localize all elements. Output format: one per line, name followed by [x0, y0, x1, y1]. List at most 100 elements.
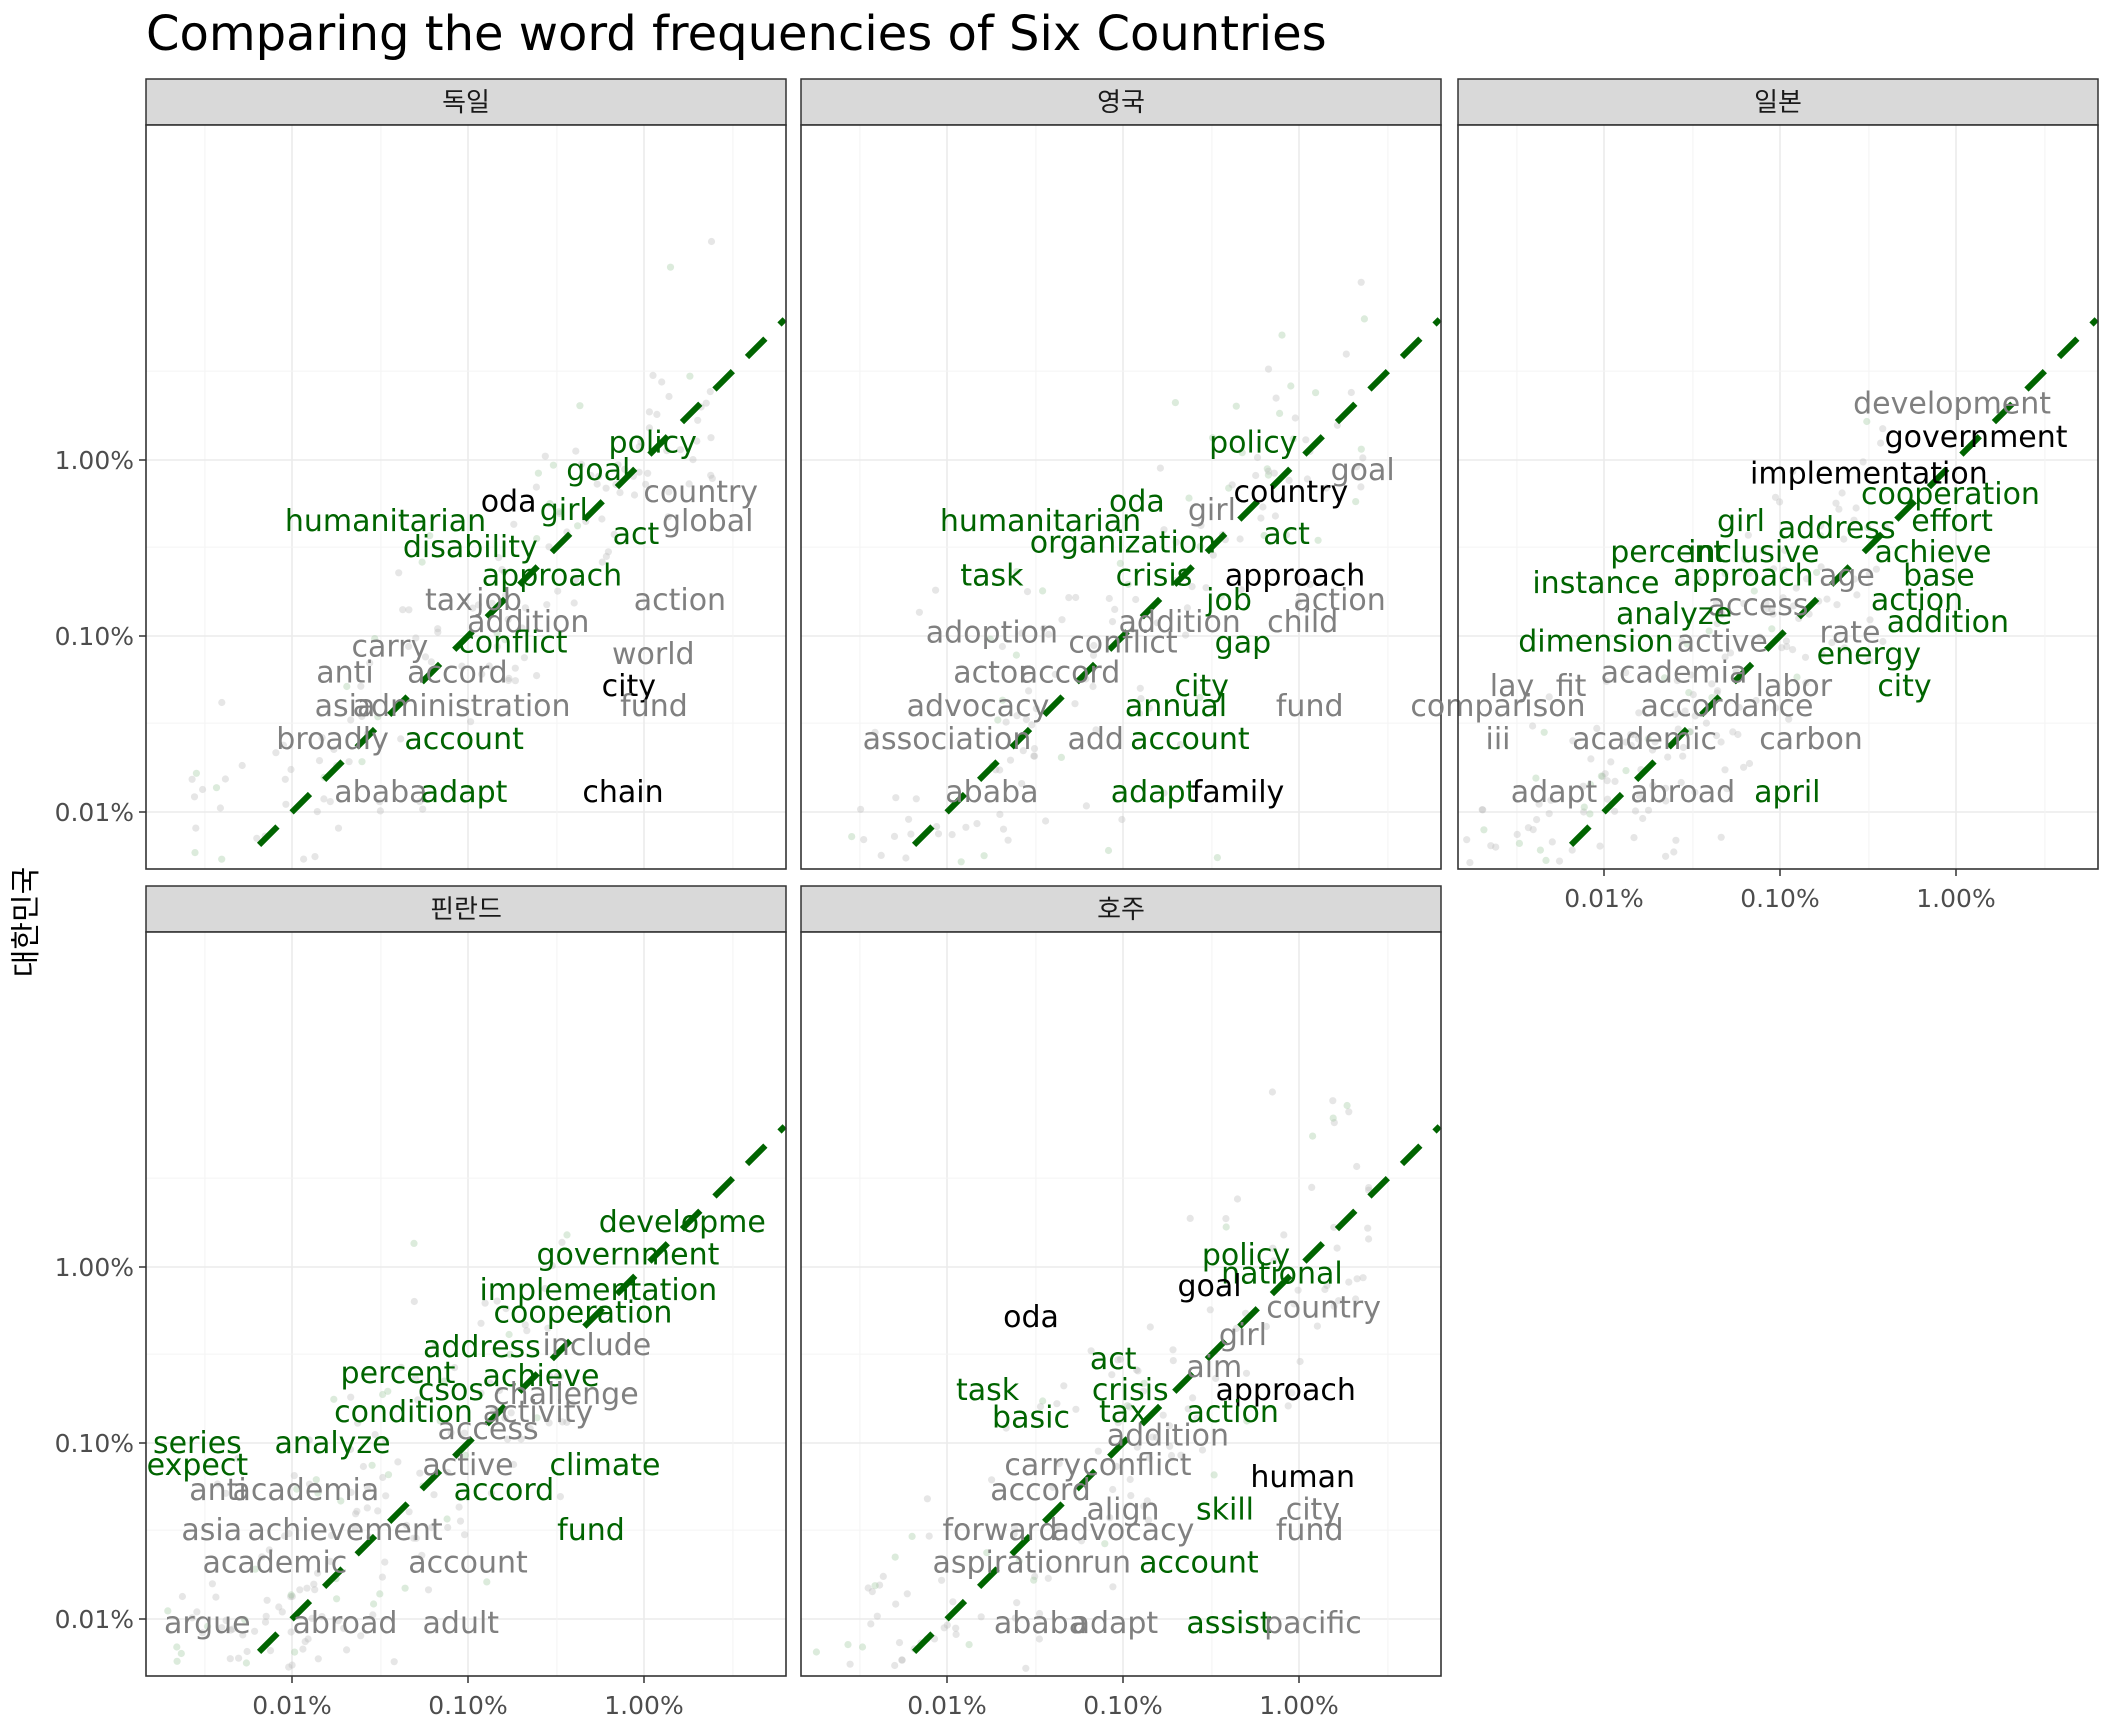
- data-point: [949, 1598, 957, 1606]
- data-point: [290, 1472, 298, 1480]
- data-point: [505, 674, 513, 683]
- data-point: [1660, 674, 1669, 682]
- background-points: [164, 1231, 577, 1671]
- word-label: comparison: [1410, 689, 1585, 724]
- data-point: [1513, 830, 1521, 839]
- word-label: adoption: [926, 615, 1058, 650]
- data-point: [1094, 1447, 1102, 1455]
- y-tick-label: 0.01%: [55, 798, 134, 827]
- data-point: [1145, 1454, 1153, 1462]
- data-point: [1217, 593, 1225, 601]
- data-point: [1271, 512, 1279, 520]
- data-point: [258, 1553, 266, 1561]
- data-point: [1714, 687, 1722, 695]
- data-point: [358, 758, 366, 766]
- data-point: [1039, 587, 1047, 595]
- data-point: [1213, 854, 1221, 862]
- data-point: [229, 1625, 237, 1633]
- data-point: [1045, 630, 1053, 639]
- data-point: [1480, 826, 1488, 834]
- data-point: [495, 554, 503, 562]
- data-point: [877, 851, 885, 860]
- word-label: addition: [1119, 605, 1241, 640]
- data-point: [549, 461, 558, 469]
- data-point: [487, 1489, 495, 1497]
- data-point: [593, 480, 601, 488]
- word-label: country: [643, 475, 758, 510]
- data-point: [287, 1593, 295, 1601]
- data-point: [281, 775, 289, 783]
- data-point: [1705, 627, 1713, 635]
- data-point: [310, 1580, 318, 1588]
- data-point: [532, 483, 541, 491]
- data-point: [1515, 839, 1523, 848]
- data-point: [1051, 670, 1059, 678]
- data-point: [1330, 1119, 1338, 1127]
- data-point: [1780, 566, 1789, 574]
- data-point: [1109, 1583, 1117, 1591]
- data-point: [1649, 781, 1657, 790]
- data-point: [1013, 1599, 1021, 1607]
- facet-strip: [145, 78, 787, 126]
- data-point: [1782, 637, 1790, 645]
- data-point: [1603, 777, 1611, 785]
- data-point: [320, 795, 328, 803]
- data-point: [384, 1471, 393, 1479]
- word-label: achieve: [1875, 535, 1992, 570]
- word-label: addition: [1887, 605, 2009, 640]
- x-tick-label: 0.01%: [252, 1691, 331, 1720]
- data-point: [1702, 719, 1710, 727]
- data-point: [649, 371, 657, 379]
- data-point: [467, 718, 475, 726]
- data-point: [430, 1491, 438, 1499]
- data-point: [164, 1607, 172, 1615]
- data-point: [1352, 1295, 1360, 1303]
- data-point: [685, 480, 693, 488]
- data-point: [311, 1586, 319, 1594]
- data-point: [663, 447, 671, 455]
- word-label: ababa: [334, 775, 427, 810]
- data-point: [1681, 707, 1689, 715]
- data-point: [1259, 503, 1267, 511]
- data-point: [239, 1631, 247, 1639]
- word-label: global: [662, 504, 754, 539]
- data-point: [708, 474, 716, 482]
- data-point: [1030, 745, 1039, 753]
- data-point: [1662, 852, 1670, 860]
- word-label: addition: [1107, 1419, 1229, 1454]
- data-point: [1818, 650, 1826, 659]
- data-point: [347, 716, 355, 724]
- data-point: [1314, 536, 1322, 544]
- data-point: [907, 830, 915, 838]
- word-label: account: [1130, 722, 1250, 757]
- data-point: [1209, 434, 1217, 442]
- word-label: energy: [1817, 637, 1922, 672]
- data-point: [1789, 467, 1797, 476]
- data-point: [460, 1429, 468, 1437]
- word-label: include: [543, 1328, 652, 1363]
- data-point: [1864, 523, 1872, 532]
- word-label: percent: [1610, 535, 1725, 570]
- data-point: [1850, 516, 1858, 524]
- data-point: [1146, 1323, 1154, 1331]
- data-point: [235, 1654, 243, 1662]
- data-point: [572, 447, 580, 455]
- data-point: [287, 765, 295, 774]
- word-label: government: [536, 1237, 719, 1272]
- data-point: [241, 1616, 249, 1624]
- data-point: [598, 515, 606, 523]
- data-point: [1222, 1215, 1230, 1223]
- data-point: [1838, 489, 1846, 497]
- data-point: [414, 1396, 422, 1404]
- data-point: [558, 1418, 567, 1426]
- data-point: [1662, 797, 1670, 805]
- data-point: [1762, 599, 1770, 607]
- data-point: [1206, 1306, 1214, 1314]
- data-point: [347, 1393, 355, 1401]
- word-label: national: [1221, 1256, 1343, 1291]
- data-point: [418, 1551, 426, 1559]
- data-point: [1109, 1485, 1117, 1494]
- data-point: [707, 237, 716, 246]
